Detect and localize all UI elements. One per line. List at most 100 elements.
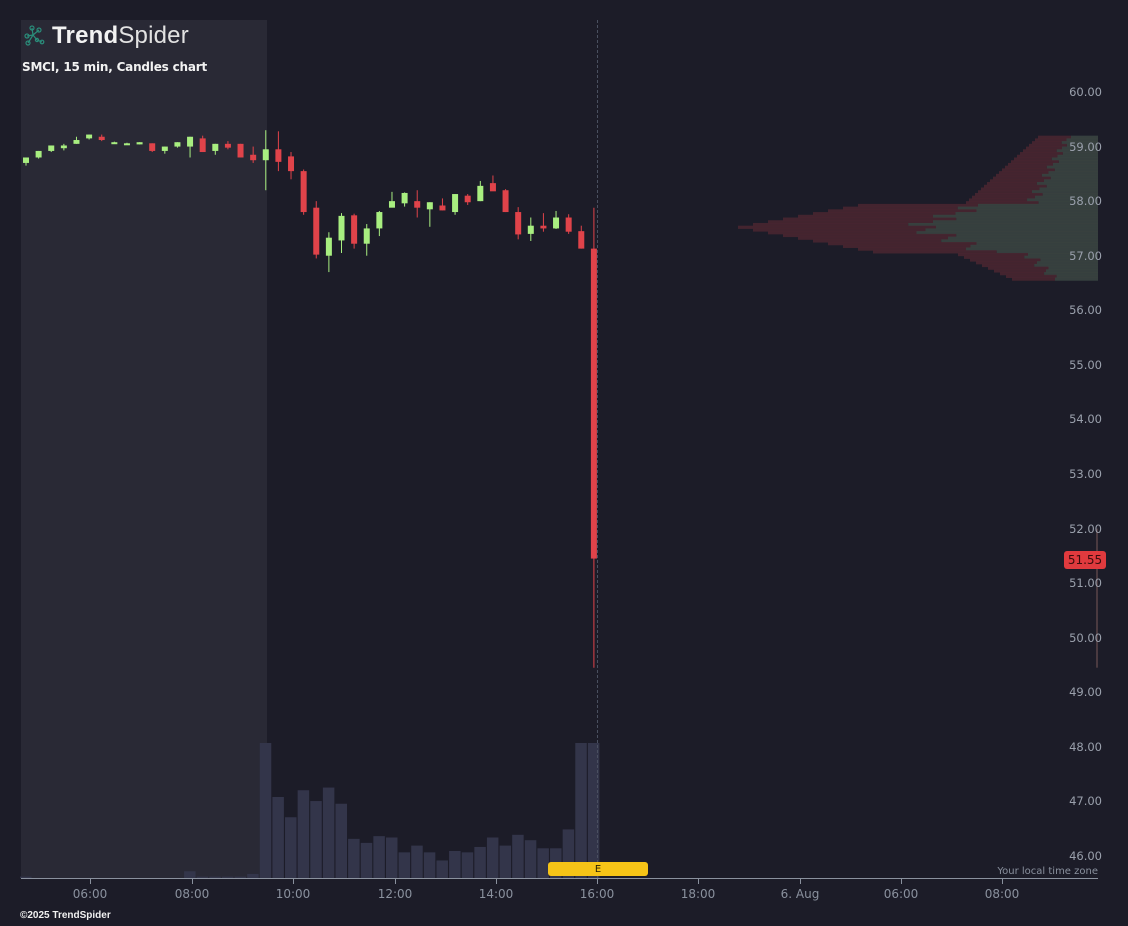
candle-up[interactable]: [363, 228, 370, 244]
candle-down[interactable]: [237, 143, 244, 158]
volume-profile-bar-buy: [1036, 182, 1098, 186]
candle-down[interactable]: [565, 217, 572, 232]
candle-down[interactable]: [98, 136, 105, 141]
candle-up[interactable]: [388, 201, 395, 208]
volume-profile-bar-buy: [1046, 184, 1098, 188]
volume-profile-bar-sell: [1000, 272, 1045, 276]
price-axis-label: 57.00: [1069, 248, 1102, 263]
candle-down[interactable]: [515, 212, 522, 235]
candle-down[interactable]: [590, 248, 597, 559]
candle-up[interactable]: [111, 142, 118, 145]
volume-profile-tail: [1096, 528, 1098, 668]
candle-up[interactable]: [136, 142, 143, 145]
candle-up[interactable]: [553, 217, 560, 229]
candle-down[interactable]: [439, 205, 446, 211]
time-axis-tick: [800, 878, 801, 884]
candle-up[interactable]: [73, 140, 80, 144]
candle-up[interactable]: [325, 237, 332, 256]
candle-up[interactable]: [376, 212, 383, 229]
volume-profile-bar-sell: [768, 231, 917, 235]
candle-up[interactable]: [262, 149, 269, 161]
last-price-badge: 51.55: [1064, 551, 1106, 569]
candle-down[interactable]: [464, 195, 471, 203]
brand-name: TrendSpider: [52, 22, 189, 49]
volume-profile-bar-buy: [1042, 192, 1098, 197]
volume-profile-bar-buy: [948, 236, 1098, 240]
volume-bar: [575, 743, 587, 878]
candle-down[interactable]: [149, 143, 156, 151]
volume-profile-bar-buy: [966, 247, 1098, 251]
volume-profile-bar-buy: [1066, 143, 1098, 148]
candle-up[interactable]: [23, 157, 29, 163]
candle-up[interactable]: [174, 142, 181, 147]
price-axis-label: 50.00: [1069, 630, 1102, 645]
candle-down[interactable]: [489, 183, 496, 192]
candle-up[interactable]: [477, 185, 484, 202]
candle-down[interactable]: [414, 201, 421, 208]
volume-profile-bar-sell: [1026, 146, 1062, 150]
candle-down[interactable]: [288, 156, 295, 172]
candle-down[interactable]: [224, 143, 231, 148]
candle-up[interactable]: [48, 145, 55, 151]
time-axis-label: 06:00: [883, 887, 919, 901]
volume-profile-bar-buy: [933, 220, 1098, 224]
volume-profile-bar-buy: [1062, 146, 1098, 150]
volume-bar: [562, 829, 575, 878]
volume-profile-bar-sell: [753, 228, 926, 232]
volume-profile-bar-buy: [1056, 274, 1098, 279]
volume-profile-bar-buy: [1058, 160, 1098, 164]
candle-down[interactable]: [199, 138, 206, 153]
candle-up[interactable]: [426, 202, 433, 210]
volume-bar: [398, 852, 411, 878]
volume-profile-bar-sell: [1023, 149, 1057, 153]
volume-profile-bar-buy: [916, 231, 1098, 235]
volume-bar: [234, 876, 247, 878]
volume-bar: [259, 743, 272, 878]
candle-down[interactable]: [250, 154, 257, 161]
candle-up[interactable]: [60, 145, 67, 149]
candle-down[interactable]: [351, 215, 358, 244]
candle-down[interactable]: [313, 207, 320, 255]
volume-bar: [310, 801, 322, 878]
candle-up[interactable]: [212, 143, 219, 151]
candle-up[interactable]: [86, 134, 93, 139]
candle-down[interactable]: [275, 149, 282, 162]
time-axis-label: 10:00: [275, 887, 311, 901]
candle-down[interactable]: [540, 225, 547, 229]
volume-bar: [499, 845, 512, 878]
price-axis-label: 52.00: [1069, 521, 1102, 536]
volume-profile-bar-sell: [970, 258, 1041, 262]
candle-up[interactable]: [123, 143, 130, 146]
price-axis-label: 51.00: [1069, 576, 1102, 591]
volume-bar: [373, 836, 385, 878]
time-axis-tick: [901, 878, 902, 884]
volume-profile-bar-sell: [798, 214, 933, 218]
volume-profile-bar-buy: [1057, 154, 1098, 158]
candle-up[interactable]: [401, 192, 408, 204]
candle-up[interactable]: [161, 146, 168, 151]
candle-up[interactable]: [35, 150, 42, 158]
candle-down[interactable]: [502, 190, 509, 213]
volume-profile-bar-sell: [768, 220, 933, 224]
volume-profile-bar-buy: [933, 214, 1098, 218]
earnings-marker[interactable]: E: [548, 862, 648, 876]
candle-down[interactable]: [300, 171, 307, 213]
volume-profile-bar-buy: [1055, 277, 1098, 281]
volume-profile-bar-sell: [999, 171, 1049, 175]
volume-profile-bar-buy: [956, 233, 1098, 238]
candle-down[interactable]: [578, 231, 585, 249]
candle-up[interactable]: [187, 136, 194, 147]
volume-profile-bar-buy: [1062, 152, 1098, 156]
crosshair-line: [597, 20, 598, 878]
candle-up[interactable]: [452, 194, 459, 213]
candle-up[interactable]: [338, 215, 345, 241]
volume-profile-bar-sell: [813, 239, 942, 243]
volume-bar: [272, 797, 284, 878]
volume-profile-bar-buy: [956, 217, 1098, 221]
volume-profile-bar-sell: [988, 266, 1049, 270]
volume-profile-bar-sell: [993, 176, 1051, 180]
volume-profile-bar-buy: [970, 244, 1098, 248]
candle-up[interactable]: [527, 225, 534, 234]
